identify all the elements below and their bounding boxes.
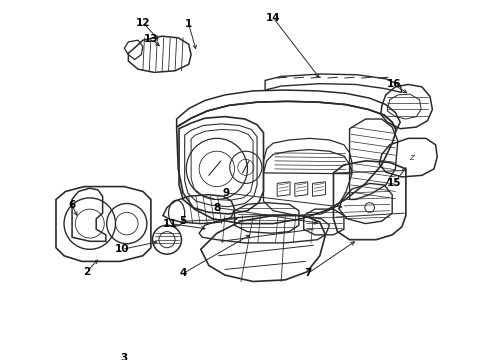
Text: 15: 15 (387, 179, 401, 188)
Text: 7: 7 (304, 269, 312, 279)
Text: 6: 6 (69, 200, 75, 210)
Text: 8: 8 (213, 203, 220, 212)
Text: 16: 16 (387, 80, 401, 89)
Text: 10: 10 (115, 244, 129, 254)
Text: 14: 14 (266, 13, 280, 23)
Text: 4: 4 (179, 269, 187, 279)
Text: 3: 3 (121, 353, 128, 360)
Text: 9: 9 (223, 188, 230, 198)
Text: 12: 12 (136, 18, 150, 27)
Text: 11: 11 (163, 219, 177, 229)
Text: 1: 1 (185, 19, 192, 29)
Text: Z: Z (409, 155, 414, 161)
Text: 2: 2 (83, 267, 90, 277)
Text: 13: 13 (144, 33, 158, 44)
Text: 5: 5 (179, 216, 187, 226)
